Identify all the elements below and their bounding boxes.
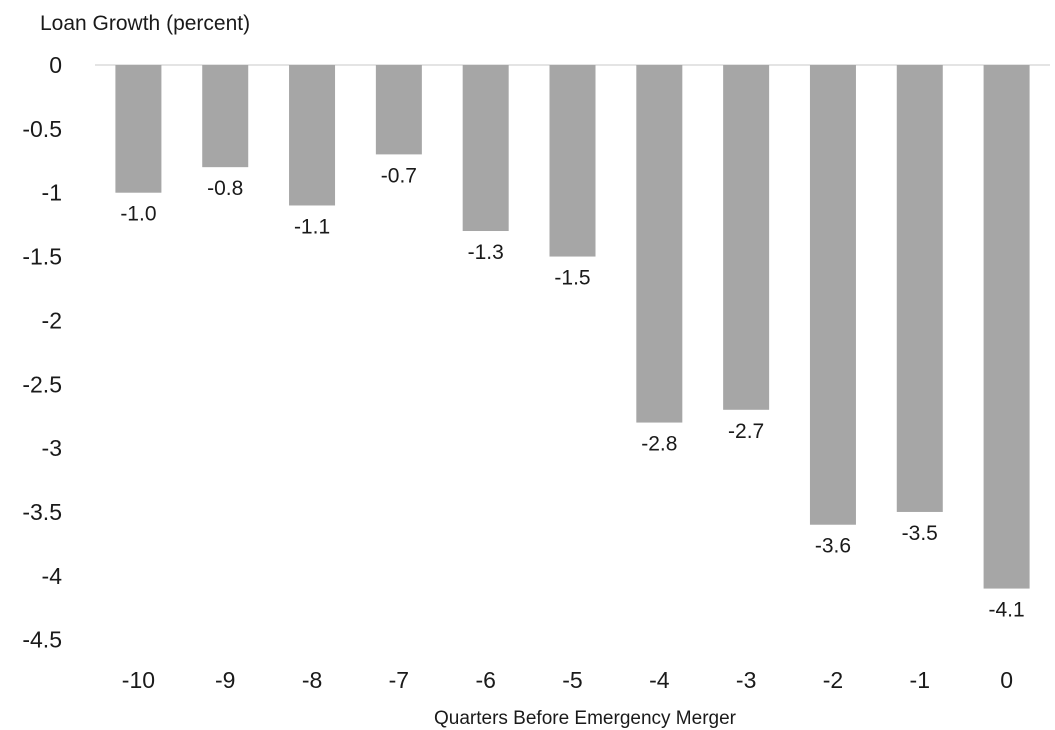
x-axis-label: Quarters Before Emergency Merger xyxy=(434,708,737,729)
y-tick-label: -1.5 xyxy=(22,244,62,270)
bar xyxy=(289,65,336,206)
x-tick-label: -2 xyxy=(823,667,843,693)
y-tick-label: -1 xyxy=(42,180,62,206)
data-label: -1.0 xyxy=(120,203,156,226)
x-tick-label: -7 xyxy=(389,667,409,693)
data-label: -2.7 xyxy=(728,420,764,443)
y-axis-ticks: 0 -0.5 -1 -1.5 -2 -2.5 -3 -3.5 -4 -4.5 xyxy=(22,52,62,653)
data-label: -3.6 xyxy=(815,535,851,558)
data-labels: -1.0 -0.8 -1.1 -0.7 -1.3 -1.5 -2.8 -2.7 -3.6 -3.5… xyxy=(120,164,1024,621)
bar xyxy=(549,65,596,257)
bar xyxy=(723,65,770,410)
x-tick-label: -1 xyxy=(910,667,930,693)
y-tick-label: 0 xyxy=(49,52,62,78)
data-label: -2.8 xyxy=(641,433,677,456)
y-tick-label: -0.5 xyxy=(22,116,62,142)
bar xyxy=(115,65,162,193)
y-tick-label: -2 xyxy=(42,307,62,333)
y-axis-label: Loan Growth (percent) xyxy=(40,12,250,35)
y-tick-label: -4.5 xyxy=(22,627,62,653)
data-label: -1.3 xyxy=(468,241,504,264)
x-tick-label: -3 xyxy=(736,667,756,693)
bar xyxy=(983,65,1030,589)
x-tick-label: -4 xyxy=(649,667,670,693)
data-label: -1.1 xyxy=(294,215,330,238)
bar xyxy=(375,65,422,155)
x-tick-label: 0 xyxy=(1000,667,1013,693)
x-tick-label: -6 xyxy=(475,667,495,693)
data-label: -0.8 xyxy=(207,177,243,200)
x-tick-label: -10 xyxy=(122,667,155,693)
bar xyxy=(636,65,683,423)
bar xyxy=(462,65,509,232)
x-tick-label: -5 xyxy=(562,667,582,693)
x-axis-ticks: -10 -9 -8 -7 -6 -5 -4 -3 -2 -1 0 xyxy=(122,667,1013,693)
y-tick-label: -3.5 xyxy=(22,499,62,525)
data-label: -3.5 xyxy=(902,522,938,545)
y-tick-label: -3 xyxy=(42,435,62,461)
y-tick-label: -4 xyxy=(42,563,63,589)
bar xyxy=(896,65,943,512)
y-tick-label: -2.5 xyxy=(22,371,62,397)
data-label: -4.1 xyxy=(988,599,1024,622)
bar xyxy=(202,65,249,168)
bars xyxy=(115,65,1030,589)
data-label: -1.5 xyxy=(554,267,590,290)
x-tick-label: -8 xyxy=(302,667,322,693)
bar xyxy=(809,65,856,525)
data-label: -0.7 xyxy=(381,164,417,187)
x-tick-label: -9 xyxy=(215,667,235,693)
